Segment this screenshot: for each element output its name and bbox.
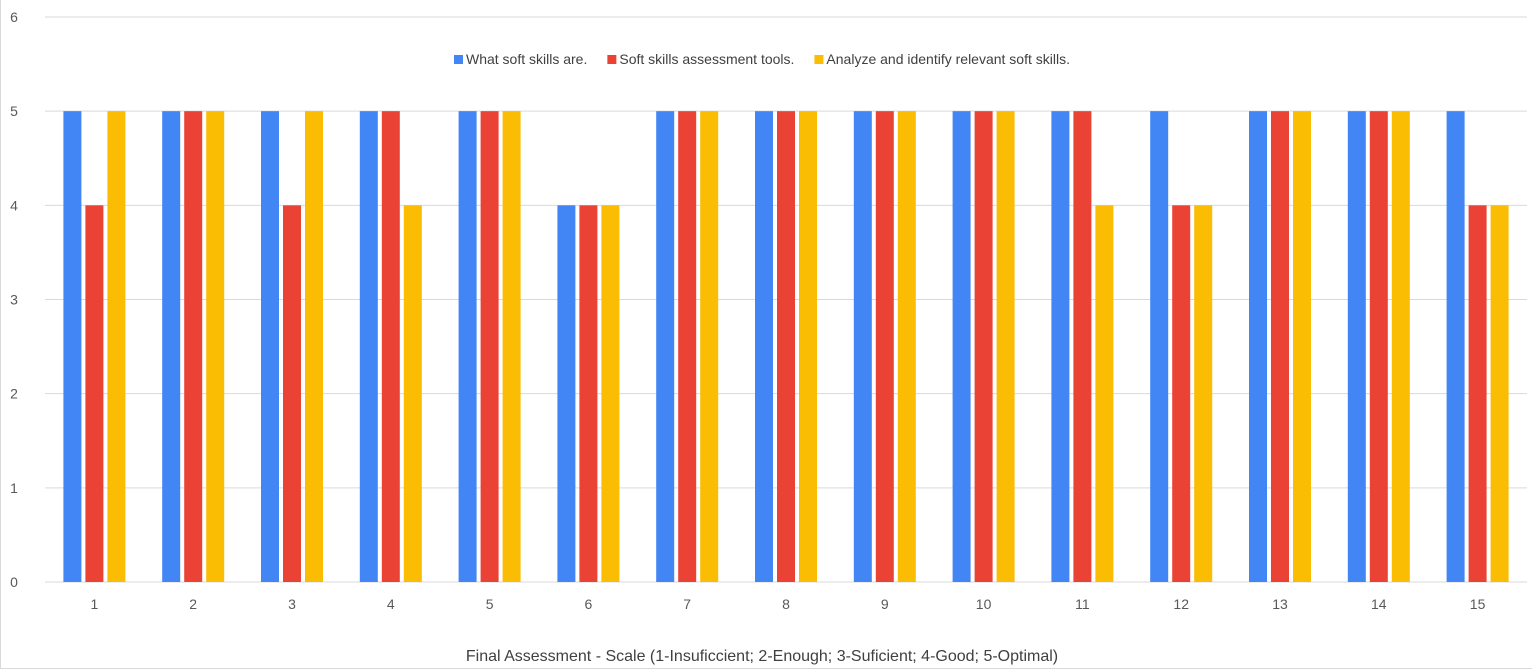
y-tick-label: 3 xyxy=(10,292,18,308)
bar xyxy=(261,111,279,583)
bar xyxy=(700,111,719,583)
y-tick-label: 5 xyxy=(10,103,18,119)
x-tick-label: 2 xyxy=(189,596,197,612)
bar xyxy=(1172,205,1191,583)
x-tick-label: 3 xyxy=(288,596,296,612)
bar xyxy=(1051,111,1070,583)
bar xyxy=(656,111,675,583)
bar xyxy=(1271,111,1289,583)
bar xyxy=(1347,111,1366,583)
bar xyxy=(875,111,894,583)
y-tick-label: 6 xyxy=(10,9,18,25)
bar xyxy=(206,111,225,583)
bar xyxy=(359,111,378,583)
x-tick-label: 5 xyxy=(486,596,494,612)
x-tick-label: 15 xyxy=(1470,596,1486,612)
bar xyxy=(799,111,817,583)
bar xyxy=(1150,111,1169,583)
bar xyxy=(184,111,203,583)
x-tick-label: 4 xyxy=(387,596,395,612)
bar xyxy=(162,111,181,583)
legend: What soft skills are. Soft skills assessm… xyxy=(453,51,1070,67)
bar xyxy=(1490,205,1509,583)
bar xyxy=(557,205,576,583)
x-tick-label: 9 xyxy=(881,596,889,612)
bars xyxy=(63,111,1509,583)
bar xyxy=(480,111,499,583)
legend-swatch xyxy=(607,55,617,64)
x-tick-label: 14 xyxy=(1371,596,1387,612)
legend-swatch xyxy=(453,55,463,64)
x-axis-tick-labels: 1 2 3 4 5 6 7 8 9 10 11 12 13 14 15 xyxy=(91,596,1486,612)
bar xyxy=(403,205,422,583)
bar xyxy=(579,205,598,583)
y-tick-label: 0 xyxy=(10,574,18,590)
bar xyxy=(952,111,971,583)
legend-item: Analyze and identify relevant soft skill… xyxy=(814,51,1070,67)
x-tick-label: 12 xyxy=(1173,596,1189,612)
bar xyxy=(63,111,82,583)
bar xyxy=(85,205,104,583)
bar xyxy=(1249,111,1267,583)
bar xyxy=(678,111,697,583)
x-tick-label: 6 xyxy=(585,596,593,612)
legend-item: What soft skills are. xyxy=(453,51,587,67)
bar xyxy=(996,111,1015,583)
bar xyxy=(1194,205,1213,583)
bar xyxy=(777,111,795,583)
bar xyxy=(897,111,916,583)
bar xyxy=(1468,205,1487,583)
bar xyxy=(601,205,620,583)
bar xyxy=(458,111,477,583)
x-axis-title: Final Assessment - Scale (1-Insuficcient… xyxy=(466,648,1058,665)
bar xyxy=(381,111,400,583)
bar xyxy=(974,111,993,583)
x-tick-label: 10 xyxy=(976,596,992,612)
bar xyxy=(283,205,301,583)
bar xyxy=(305,111,323,583)
x-tick-label: 11 xyxy=(1075,596,1090,612)
bar xyxy=(853,111,872,583)
bar xyxy=(1391,111,1410,583)
y-tick-label: 2 xyxy=(10,386,18,402)
bar xyxy=(502,111,521,583)
bar xyxy=(1073,111,1092,583)
bar xyxy=(1446,111,1465,583)
x-tick-label: 1 xyxy=(91,596,99,612)
bar xyxy=(755,111,773,583)
legend-swatch xyxy=(814,55,824,64)
y-axis-tick-labels: 0 1 2 3 4 5 6 xyxy=(10,9,18,590)
bar xyxy=(1095,205,1114,583)
y-tick-label: 1 xyxy=(10,480,18,496)
x-tick-label: 7 xyxy=(683,596,691,612)
x-tick-label: 13 xyxy=(1272,596,1288,612)
legend-item: Soft skills assessment tools. xyxy=(607,51,794,67)
bar xyxy=(107,111,126,583)
bar xyxy=(1369,111,1388,583)
legend-label: What soft skills are. xyxy=(466,51,587,67)
legend-label: Soft skills assessment tools. xyxy=(619,51,794,67)
x-tick-label: 8 xyxy=(782,596,790,612)
legend-label: Analyze and identify relevant soft skill… xyxy=(826,51,1070,67)
bar xyxy=(1293,111,1311,583)
y-tick-label: 4 xyxy=(10,197,18,213)
